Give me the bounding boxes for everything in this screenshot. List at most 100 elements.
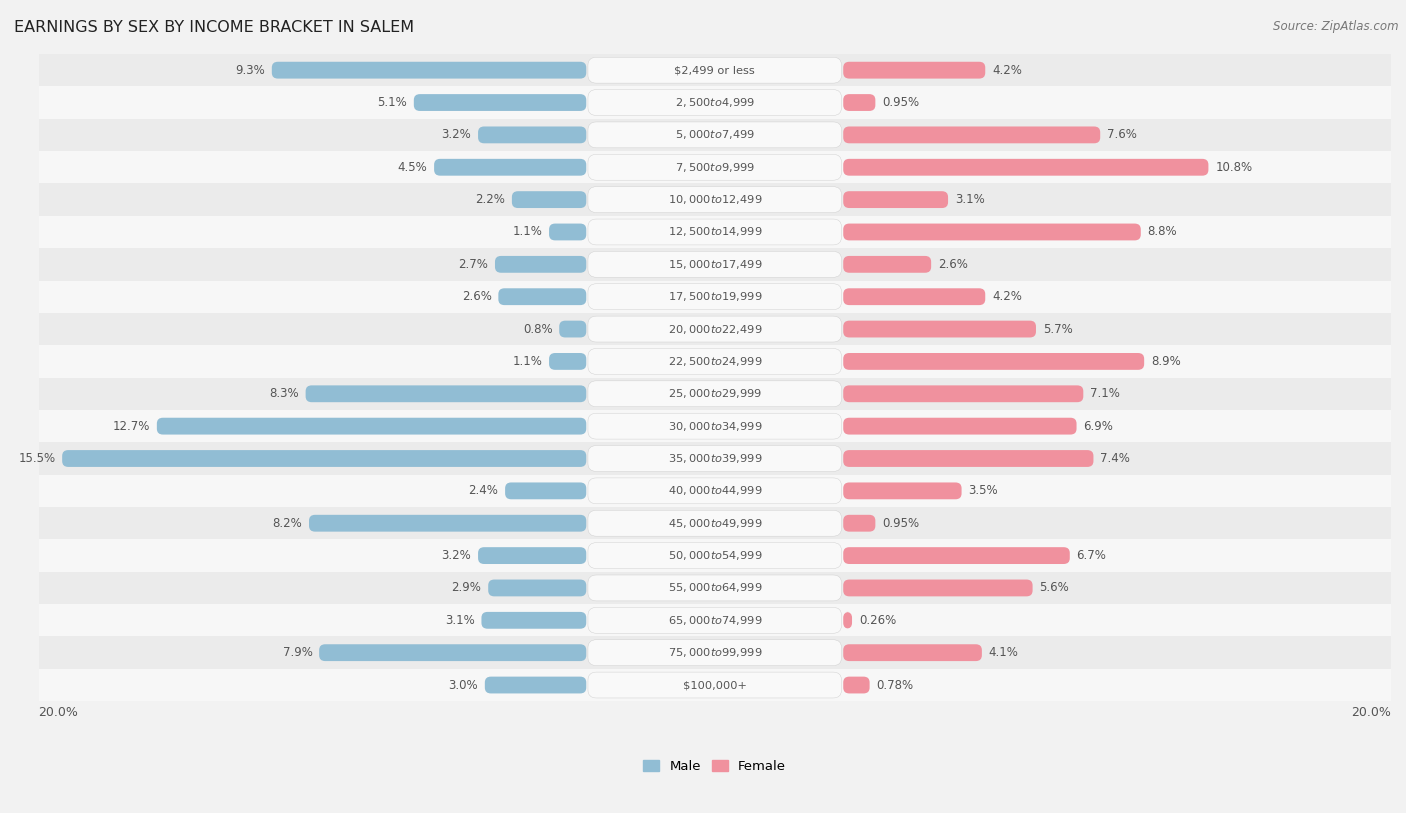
- FancyBboxPatch shape: [588, 542, 842, 568]
- FancyBboxPatch shape: [844, 127, 1101, 143]
- Text: $30,000 to $34,999: $30,000 to $34,999: [668, 420, 762, 433]
- Bar: [38, 151, 1391, 184]
- FancyBboxPatch shape: [157, 418, 586, 435]
- Text: 2.7%: 2.7%: [458, 258, 488, 271]
- Text: 20.0%: 20.0%: [38, 706, 79, 719]
- Text: 5.6%: 5.6%: [1039, 581, 1069, 594]
- Text: $35,000 to $39,999: $35,000 to $39,999: [668, 452, 762, 465]
- FancyBboxPatch shape: [844, 612, 852, 628]
- Text: 9.3%: 9.3%: [235, 63, 266, 76]
- FancyBboxPatch shape: [844, 62, 986, 79]
- Text: 1.1%: 1.1%: [512, 225, 543, 238]
- FancyBboxPatch shape: [588, 122, 842, 148]
- Text: 8.3%: 8.3%: [269, 387, 299, 400]
- Text: $50,000 to $54,999: $50,000 to $54,999: [668, 549, 762, 562]
- FancyBboxPatch shape: [844, 547, 1070, 564]
- Text: 6.9%: 6.9%: [1083, 420, 1114, 433]
- FancyBboxPatch shape: [844, 320, 1036, 337]
- Legend: Male, Female: Male, Female: [638, 754, 792, 778]
- Text: 3.1%: 3.1%: [444, 614, 475, 627]
- FancyBboxPatch shape: [588, 380, 842, 406]
- FancyBboxPatch shape: [588, 316, 842, 342]
- FancyBboxPatch shape: [588, 640, 842, 666]
- Text: 4.1%: 4.1%: [988, 646, 1018, 659]
- FancyBboxPatch shape: [588, 413, 842, 439]
- FancyBboxPatch shape: [478, 127, 586, 143]
- FancyBboxPatch shape: [481, 612, 586, 628]
- Bar: [38, 442, 1391, 475]
- FancyBboxPatch shape: [588, 446, 842, 472]
- FancyBboxPatch shape: [588, 89, 842, 115]
- Text: 0.95%: 0.95%: [882, 517, 920, 530]
- Bar: [38, 215, 1391, 248]
- Text: $20,000 to $22,499: $20,000 to $22,499: [668, 323, 762, 336]
- Text: $15,000 to $17,499: $15,000 to $17,499: [668, 258, 762, 271]
- Bar: [38, 475, 1391, 507]
- Bar: [38, 377, 1391, 410]
- Text: 3.1%: 3.1%: [955, 193, 984, 207]
- Text: 15.5%: 15.5%: [18, 452, 55, 465]
- FancyBboxPatch shape: [550, 353, 586, 370]
- FancyBboxPatch shape: [844, 580, 1032, 597]
- FancyBboxPatch shape: [588, 349, 842, 374]
- FancyBboxPatch shape: [844, 159, 1208, 176]
- Text: 3.2%: 3.2%: [441, 549, 471, 562]
- FancyBboxPatch shape: [588, 284, 842, 310]
- Bar: [38, 539, 1391, 572]
- Text: $55,000 to $64,999: $55,000 to $64,999: [668, 581, 762, 594]
- Text: 7.9%: 7.9%: [283, 646, 312, 659]
- Text: $5,000 to $7,499: $5,000 to $7,499: [675, 128, 755, 141]
- Text: 1.1%: 1.1%: [512, 355, 543, 368]
- Bar: [38, 119, 1391, 151]
- FancyBboxPatch shape: [588, 251, 842, 277]
- FancyBboxPatch shape: [844, 418, 1077, 435]
- FancyBboxPatch shape: [588, 511, 842, 536]
- Text: 2.9%: 2.9%: [451, 581, 481, 594]
- Bar: [38, 604, 1391, 637]
- Text: 0.26%: 0.26%: [859, 614, 896, 627]
- Bar: [38, 507, 1391, 539]
- FancyBboxPatch shape: [413, 94, 586, 111]
- Text: $25,000 to $29,999: $25,000 to $29,999: [668, 387, 762, 400]
- FancyBboxPatch shape: [319, 644, 586, 661]
- FancyBboxPatch shape: [844, 224, 1140, 241]
- Text: 6.7%: 6.7%: [1077, 549, 1107, 562]
- FancyBboxPatch shape: [588, 154, 842, 180]
- Text: $10,000 to $12,499: $10,000 to $12,499: [668, 193, 762, 207]
- Bar: [38, 184, 1391, 215]
- Text: 2.6%: 2.6%: [938, 258, 967, 271]
- Bar: [38, 280, 1391, 313]
- Text: $65,000 to $74,999: $65,000 to $74,999: [668, 614, 762, 627]
- Text: 8.2%: 8.2%: [273, 517, 302, 530]
- FancyBboxPatch shape: [588, 219, 842, 245]
- Bar: [38, 410, 1391, 442]
- FancyBboxPatch shape: [478, 547, 586, 564]
- Text: $22,500 to $24,999: $22,500 to $24,999: [668, 355, 762, 368]
- Text: $45,000 to $49,999: $45,000 to $49,999: [668, 517, 762, 530]
- FancyBboxPatch shape: [550, 224, 586, 241]
- FancyBboxPatch shape: [271, 62, 586, 79]
- Bar: [38, 572, 1391, 604]
- FancyBboxPatch shape: [485, 676, 586, 693]
- Text: 3.0%: 3.0%: [449, 679, 478, 692]
- Text: $2,500 to $4,999: $2,500 to $4,999: [675, 96, 755, 109]
- FancyBboxPatch shape: [498, 289, 586, 305]
- FancyBboxPatch shape: [844, 191, 948, 208]
- FancyBboxPatch shape: [844, 256, 931, 272]
- FancyBboxPatch shape: [309, 515, 586, 532]
- FancyBboxPatch shape: [434, 159, 586, 176]
- Text: 0.78%: 0.78%: [876, 679, 914, 692]
- Bar: [38, 248, 1391, 280]
- Text: $12,500 to $14,999: $12,500 to $14,999: [668, 225, 762, 238]
- Bar: [38, 313, 1391, 346]
- Bar: [38, 669, 1391, 702]
- Text: 8.8%: 8.8%: [1147, 225, 1177, 238]
- FancyBboxPatch shape: [588, 187, 842, 212]
- Bar: [38, 86, 1391, 119]
- Text: 0.95%: 0.95%: [882, 96, 920, 109]
- Text: 3.5%: 3.5%: [969, 485, 998, 498]
- Text: 20.0%: 20.0%: [1351, 706, 1391, 719]
- Text: $2,499 or less: $2,499 or less: [675, 65, 755, 75]
- Text: $17,500 to $19,999: $17,500 to $19,999: [668, 290, 762, 303]
- Bar: [38, 637, 1391, 669]
